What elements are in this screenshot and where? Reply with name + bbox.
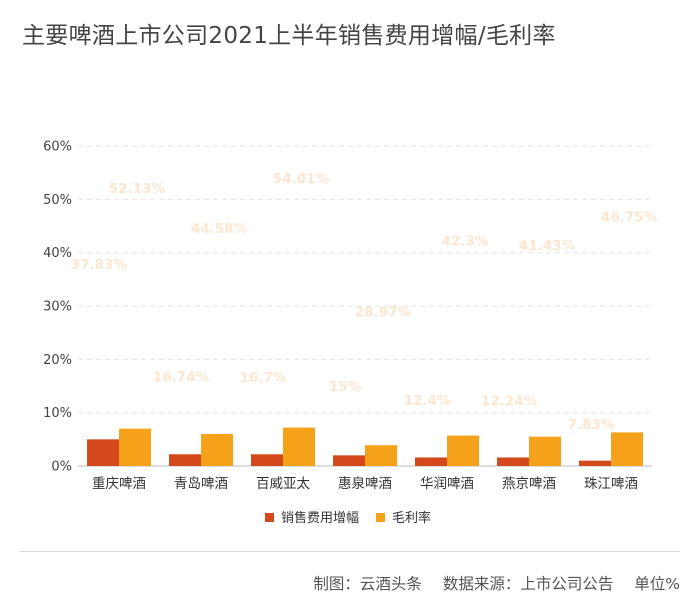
bar-sales-expense-growth — [169, 454, 201, 466]
x-tick-label: 珠江啤酒 — [584, 476, 638, 492]
x-tick-label: 燕京啤酒 — [502, 476, 556, 492]
bar-gross-margin — [447, 435, 479, 466]
footer-unit: 单位% — [634, 575, 680, 593]
bar-gross-margin — [201, 434, 233, 466]
y-tick-label: 40% — [43, 246, 72, 261]
value-annotation: 46.75% — [601, 210, 658, 226]
bar-sales-expense-growth — [333, 455, 365, 466]
bar-gross-margin — [283, 427, 315, 466]
footer: 制图：云酒头条 数据来源：上市公司公告 单位% — [0, 572, 680, 594]
value-annotation: 16.74% — [153, 370, 210, 386]
legend-swatch — [376, 513, 385, 522]
x-tick-label: 重庆啤酒 — [92, 476, 146, 492]
value-annotation: 54.01% — [273, 171, 330, 187]
bar-sales-expense-growth — [251, 454, 283, 466]
footer-divider — [20, 551, 680, 552]
footer-maker: 制图：云酒头条 — [313, 575, 422, 593]
legend-label: 销售费用增幅 — [281, 510, 359, 526]
bar-sales-expense-growth — [579, 460, 611, 466]
value-annotation: 16.7% — [240, 370, 287, 386]
legend-swatch — [265, 513, 274, 522]
value-annotation: 12.4% — [404, 393, 451, 409]
bar-sales-expense-growth — [415, 457, 447, 466]
bar-gross-margin — [365, 445, 397, 466]
bar-gross-margin — [611, 432, 643, 466]
y-tick-label: 30% — [43, 300, 72, 315]
value-annotation: 7.83% — [568, 417, 615, 433]
x-tick-label: 华润啤酒 — [420, 476, 474, 492]
y-tick-label: 50% — [43, 193, 72, 208]
x-tick-label: 惠泉啤酒 — [338, 475, 392, 492]
value-annotation: 41.43% — [519, 238, 576, 254]
value-annotation: 42.3% — [442, 233, 489, 249]
x-tick-label: 青岛啤酒 — [174, 476, 228, 492]
y-tick-label: 10% — [43, 406, 72, 421]
value-annotation: 28.97% — [355, 304, 412, 320]
legend-label: 毛利率 — [392, 510, 431, 526]
bar-gross-margin — [529, 436, 561, 466]
bar-sales-expense-growth — [497, 457, 529, 466]
x-tick-label: 百威亚太 — [256, 476, 310, 492]
bar-gross-margin — [119, 428, 151, 466]
y-tick-label: 60% — [43, 140, 72, 155]
y-tick-label: 0% — [51, 460, 72, 475]
chart-title: 主要啤酒上市公司2021上半年销售费用增幅/毛利率 — [22, 23, 556, 49]
value-annotation: 44.58% — [191, 221, 248, 237]
y-tick-label: 20% — [43, 353, 72, 368]
footer-source: 数据来源：上市公司公告 — [442, 575, 614, 593]
value-annotation: 37.83% — [71, 257, 128, 273]
value-annotation: 15% — [329, 379, 362, 395]
bar-chart: 0% 10% 20% 30% 40% 50% 60% 52.13% 37.83% 44.58% 16… — [43, 140, 658, 527]
bar-sales-expense-growth — [87, 439, 119, 466]
value-annotation: 12.24% — [481, 394, 538, 410]
value-annotation: 52.13% — [109, 181, 166, 197]
